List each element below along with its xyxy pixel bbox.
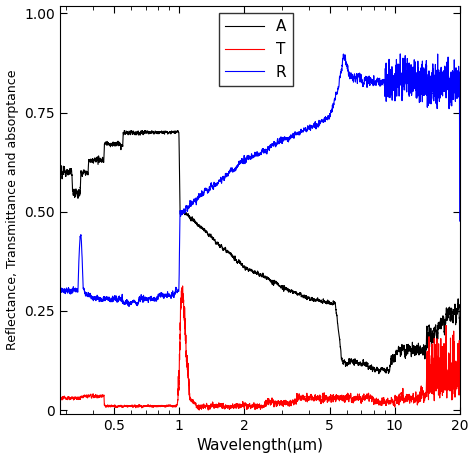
T [457,392,463,397]
A [297,291,302,297]
Line: T: T [60,286,460,410]
A [57,273,63,278]
A [122,128,128,133]
A [210,235,216,241]
A [356,363,361,368]
X-axis label: Wavelength(μm): Wavelength(μm) [196,438,323,453]
R [356,73,361,78]
Legend: A, T, R: A, T, R [219,13,292,86]
Line: A: A [60,130,460,374]
A [129,132,135,137]
T [180,283,185,289]
T [210,400,216,405]
R [297,132,302,137]
T [317,394,323,399]
T [129,403,135,409]
T [297,395,302,400]
R [386,72,392,77]
T [356,395,361,400]
R [57,342,63,347]
T [196,407,202,413]
T [386,400,392,405]
R [457,218,463,224]
Y-axis label: Reflectance, Transmittance and absorptance: Reflectance, Transmittance and absorptan… [6,70,18,350]
R [129,300,135,305]
R [397,51,403,56]
T [57,400,63,405]
R [210,184,215,190]
R [317,120,323,126]
A [386,370,392,375]
Line: R: R [60,54,460,345]
A [317,298,323,304]
A [376,371,382,376]
A [457,356,463,361]
